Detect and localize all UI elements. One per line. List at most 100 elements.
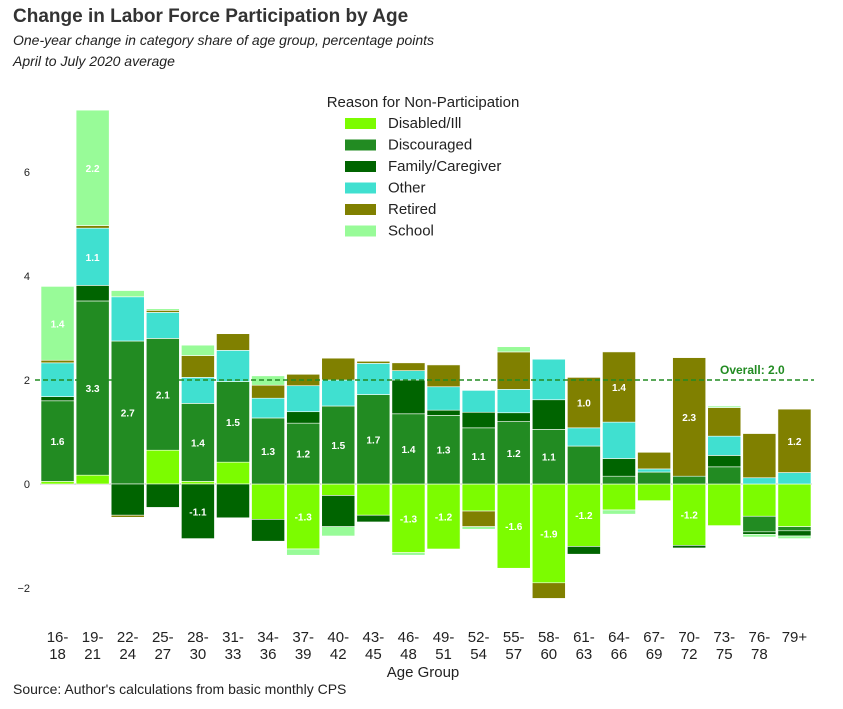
- legend-label: Retired: [388, 201, 436, 218]
- bar-segment: [356, 483, 391, 516]
- bar-segment: [567, 377, 601, 429]
- bar-segment: [110, 483, 145, 516]
- bar-segment: [426, 364, 461, 388]
- bar-segment: [531, 483, 566, 584]
- x-tick-label: 73-: [713, 629, 735, 646]
- bar-segment: [742, 534, 777, 538]
- bar-segment: [707, 483, 742, 526]
- x-tick-label: 34-: [257, 629, 279, 646]
- bar-segment: [40, 400, 75, 482]
- bar-segment: [321, 483, 356, 496]
- x-tick-label: 22-: [117, 629, 139, 646]
- data-label: 1.5: [331, 441, 345, 452]
- bar-segment: [181, 403, 215, 482]
- bar-segment: [496, 412, 531, 422]
- legend-swatch: [345, 182, 376, 194]
- data-label: 1.1: [542, 453, 556, 464]
- legend-label: Disabled/Ill: [388, 115, 461, 132]
- bar-segment: [145, 483, 180, 508]
- data-label: 1.4: [51, 319, 65, 330]
- x-tick-label: 16-: [47, 629, 69, 646]
- bar-segment: [637, 471, 671, 485]
- data-label: 2.1: [156, 390, 170, 401]
- bar-segment: [145, 449, 180, 485]
- bar-segment: [321, 379, 356, 407]
- data-label: -1.3: [400, 514, 418, 525]
- bar-segment: [286, 385, 321, 413]
- bar-segment: [461, 427, 496, 485]
- legend-swatch: [345, 161, 376, 172]
- legend-label: Other: [388, 180, 426, 197]
- bar-segment: [251, 519, 285, 542]
- bar-segment: [110, 514, 145, 518]
- bar-segment: [496, 351, 531, 390]
- bar-segment: [110, 340, 145, 485]
- y-tick-label: 2: [24, 375, 30, 387]
- bar-segment: [145, 310, 180, 313]
- x-tick-label: 25-: [152, 629, 174, 646]
- x-tick-label: 42: [330, 646, 347, 663]
- y-tick-label: 6: [24, 167, 30, 179]
- legend-swatch: [345, 225, 376, 237]
- bar-segment: [216, 461, 250, 485]
- x-tick-label: 72: [681, 646, 698, 663]
- bar-segment: [391, 379, 426, 415]
- x-tick-label: 61-: [573, 629, 595, 646]
- bar-segment: [356, 363, 391, 395]
- bar-segment: [672, 545, 707, 549]
- bar-segment: [496, 483, 531, 569]
- bar-segment: [672, 483, 707, 546]
- bar-segment: [426, 409, 461, 416]
- bar-segment: [637, 483, 671, 501]
- bar-segment: [777, 408, 812, 473]
- x-tick-label: 40-: [327, 629, 349, 646]
- bar-segment: [496, 389, 531, 414]
- bar-segment: [216, 333, 250, 351]
- x-tick-label: 78: [751, 646, 768, 663]
- bar-segment: [602, 509, 636, 515]
- x-tick-label: 57: [505, 646, 522, 663]
- x-tick-label: 67-: [643, 629, 665, 646]
- data-label: 1.4: [402, 445, 416, 456]
- bar-segment: [672, 357, 707, 477]
- legend-label: School: [388, 223, 434, 240]
- bar-segment: [216, 350, 250, 382]
- chart-subtitle: One-year change in category share of age…: [13, 32, 435, 48]
- x-tick-label: 70-: [678, 629, 700, 646]
- x-tick-label: 46-: [398, 629, 420, 646]
- x-tick-label: 66: [611, 646, 628, 663]
- x-tick-label: 18: [49, 646, 66, 663]
- bar-segment: [672, 475, 707, 485]
- x-tick-label: 48: [400, 646, 417, 663]
- bar-segment: [602, 483, 636, 511]
- x-tick-label: 36: [260, 646, 277, 663]
- legend-label: Family/Caregiver: [388, 158, 501, 175]
- x-tick-label: 19-: [82, 629, 104, 646]
- data-label: 2.7: [121, 409, 135, 420]
- bar-segment: [637, 468, 671, 473]
- data-label: -1.9: [540, 529, 558, 540]
- bar-segment: [75, 474, 110, 485]
- data-label: 1.2: [788, 437, 802, 448]
- x-tick-label: 79+: [782, 629, 808, 646]
- data-label: 1.1: [472, 452, 486, 463]
- bar-segment: [110, 296, 145, 342]
- bar-segment: [356, 394, 391, 485]
- bar-segment: [251, 384, 285, 399]
- bar-segment: [567, 427, 601, 447]
- bar-segment: [426, 386, 461, 411]
- bar-segment: [742, 483, 777, 517]
- data-label: 2.2: [86, 164, 100, 175]
- x-tick-label: 76-: [749, 629, 771, 646]
- bar-segment: [286, 411, 321, 424]
- data-label: 1.3: [437, 446, 451, 457]
- bar-segment: [251, 397, 285, 419]
- bar-segment: [496, 346, 531, 353]
- bar-segment: [391, 552, 426, 556]
- data-label: 1.4: [191, 438, 205, 449]
- bar-segment: [461, 510, 496, 527]
- bar-segment: [602, 421, 636, 459]
- x-tick-label: 45: [365, 646, 382, 663]
- bar-segment: [391, 370, 426, 381]
- chart-subtitle-period: April to July 2020 average: [13, 53, 175, 69]
